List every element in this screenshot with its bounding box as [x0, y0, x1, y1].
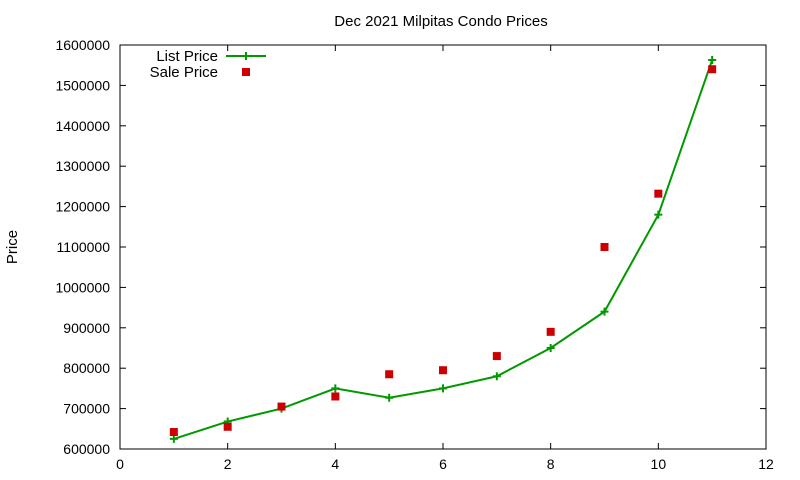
list-price-point	[708, 55, 717, 64]
sale-price-point	[277, 402, 286, 411]
y-tick-label: 800000	[63, 360, 110, 376]
plot-area	[169, 55, 717, 443]
list-price-point	[492, 372, 501, 381]
y-tick-label: 1000000	[55, 279, 110, 295]
list-price-point	[654, 210, 663, 219]
y-tick-label: 600000	[63, 441, 110, 457]
sale-price-point	[492, 352, 501, 361]
sale-price-point	[385, 370, 394, 379]
x-axis: 0 2 4 6 8 10 12	[116, 45, 774, 472]
x-tick-label: 0	[116, 456, 124, 472]
y-tick-label: 1600000	[55, 37, 110, 53]
sale-price-point	[546, 327, 555, 336]
sale-price-point	[169, 428, 178, 437]
sale-price-point	[654, 189, 663, 198]
legend-marker	[242, 52, 250, 60]
chart-title: Dec 2021 Milpitas Condo Prices	[334, 13, 547, 30]
y-tick-label: 700000	[63, 401, 110, 417]
x-tick-label: 12	[758, 456, 774, 472]
list-price-point	[439, 384, 447, 393]
x-tick-label: 8	[547, 456, 555, 472]
sale-price-point	[439, 366, 447, 375]
y-tick-label: 1400000	[55, 118, 110, 134]
y-tick-label: 1500000	[55, 77, 110, 93]
legend-marker	[242, 68, 250, 76]
list-price-point	[546, 344, 555, 352]
x-tick-label: 10	[651, 456, 667, 472]
y-axis: 600000 700000 800000 900000 1000000 1100000 12…	[55, 37, 766, 457]
legend-label: Sale Price	[150, 64, 218, 81]
sale-price-point	[331, 392, 340, 401]
sale-price-point	[600, 243, 609, 251]
x-tick-label: 4	[331, 456, 339, 472]
list-price-point	[600, 307, 609, 316]
series-line-list-price	[173, 59, 714, 440]
y-tick-label: 1100000	[57, 239, 111, 255]
sale-price-point	[708, 65, 717, 74]
list-price-point	[331, 384, 340, 393]
y-tick-label: 900000	[63, 320, 110, 336]
y-axis-label: Price	[4, 230, 21, 264]
x-tick-label: 6	[439, 456, 447, 472]
sale-price-point	[223, 422, 232, 431]
y-tick-label: 1300000	[55, 158, 110, 174]
list-price-point	[169, 434, 178, 443]
legend-label: List Price	[156, 48, 218, 65]
y-tick-label: 1200000	[55, 199, 110, 215]
list-price-point	[385, 393, 394, 402]
x-tick-label: 2	[224, 456, 232, 472]
